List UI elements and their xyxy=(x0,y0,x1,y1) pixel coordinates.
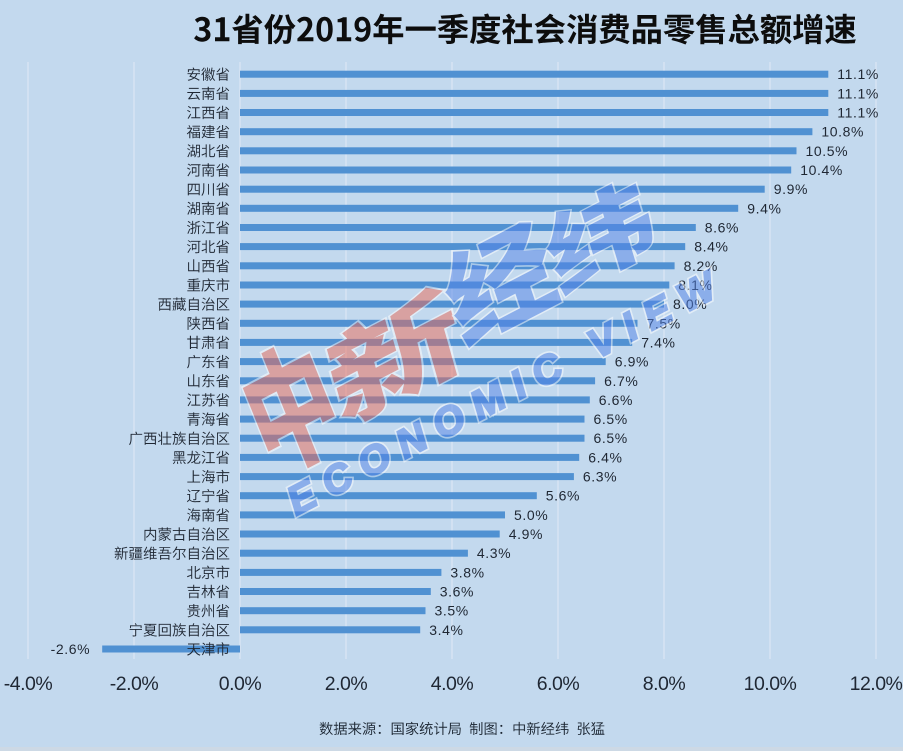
svg-text:10.8%: 10.8% xyxy=(821,124,864,140)
svg-text:9.9%: 9.9% xyxy=(774,181,808,197)
svg-text:0.0%: 0.0% xyxy=(219,673,262,695)
svg-text:-4.0%: -4.0% xyxy=(4,673,53,695)
svg-text:6.7%: 6.7% xyxy=(604,373,638,389)
svg-text:8.0%: 8.0% xyxy=(643,673,686,695)
svg-text:10.5%: 10.5% xyxy=(806,143,849,159)
svg-text:3.5%: 3.5% xyxy=(435,603,469,619)
svg-text:10.4%: 10.4% xyxy=(800,162,843,178)
svg-text:-2.0%: -2.0% xyxy=(110,673,159,695)
svg-text:11.1%: 11.1% xyxy=(837,66,879,82)
svg-text:3.6%: 3.6% xyxy=(440,584,474,600)
svg-text:8.0%: 8.0% xyxy=(673,296,707,312)
svg-text:12.0%: 12.0% xyxy=(850,673,903,695)
svg-text:8.4%: 8.4% xyxy=(694,239,728,255)
svg-text:11.1%: 11.1% xyxy=(837,105,879,121)
svg-text:6.9%: 6.9% xyxy=(615,354,649,370)
svg-text:6.0%: 6.0% xyxy=(537,673,580,695)
svg-text:7.5%: 7.5% xyxy=(647,315,681,331)
svg-text:10.0%: 10.0% xyxy=(744,673,797,695)
svg-text:6.4%: 6.4% xyxy=(588,449,622,465)
svg-text:7.4%: 7.4% xyxy=(641,334,675,350)
svg-text:2.0%: 2.0% xyxy=(325,673,368,695)
svg-text:5.6%: 5.6% xyxy=(546,488,580,504)
svg-text:4.9%: 4.9% xyxy=(509,526,543,542)
svg-text:8.6%: 8.6% xyxy=(705,220,739,236)
svg-text:4.0%: 4.0% xyxy=(431,673,474,695)
svg-text:6.5%: 6.5% xyxy=(594,430,628,446)
svg-text:6.6%: 6.6% xyxy=(599,392,633,408)
svg-text:8.1%: 8.1% xyxy=(678,277,712,293)
svg-text:9.4%: 9.4% xyxy=(747,200,781,216)
svg-text:3.8%: 3.8% xyxy=(450,564,484,580)
svg-text:4.3%: 4.3% xyxy=(477,545,511,561)
svg-text:5.0%: 5.0% xyxy=(514,507,548,523)
svg-text:3.4%: 3.4% xyxy=(429,622,463,638)
svg-text:-2.6%: -2.6% xyxy=(51,641,91,657)
svg-text:11.1%: 11.1% xyxy=(837,85,879,101)
svg-text:8.2%: 8.2% xyxy=(684,258,718,274)
svg-text:6.3%: 6.3% xyxy=(583,469,617,485)
svg-text:6.5%: 6.5% xyxy=(594,411,628,427)
